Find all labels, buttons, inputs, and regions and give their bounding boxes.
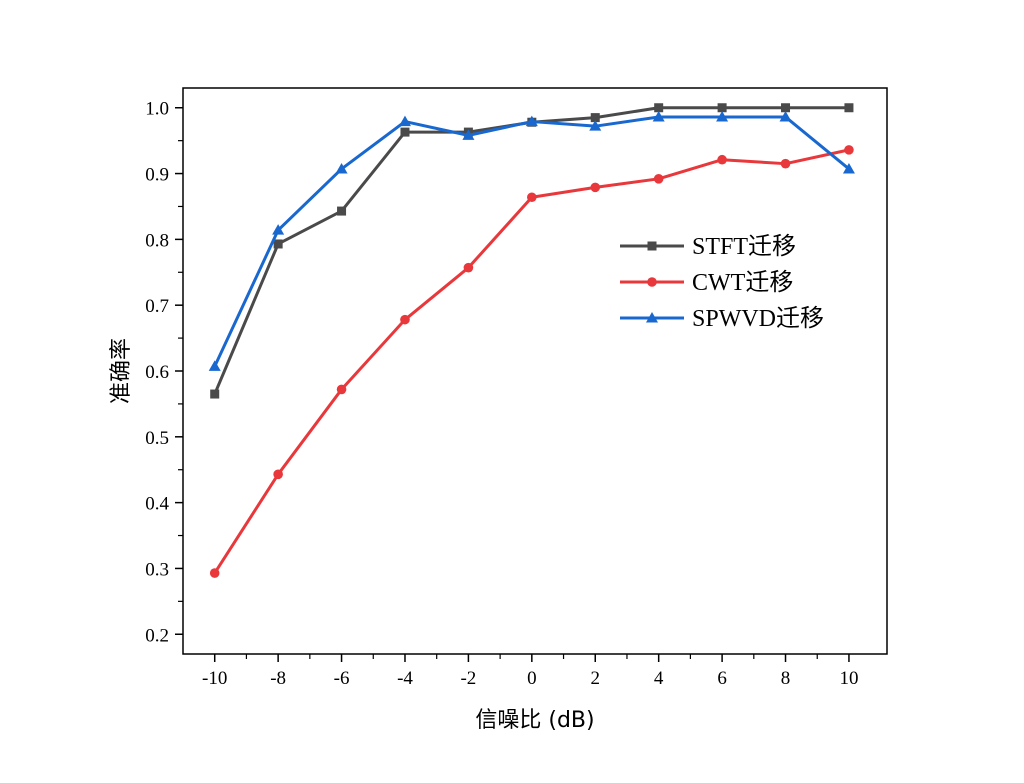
y-axis: 0.2 0.3 0.4 0.5 0.6 0.7 0.8 0.9 1.0 [145,99,183,646]
data-point [653,174,664,184]
data-point [208,360,221,371]
data-point [400,127,410,137]
x-tick-label: 4 [654,668,664,689]
series-2 [208,110,855,371]
legend-label: SPWVD迁移 [692,305,824,332]
y-axis-title: 准确率 [109,338,134,404]
data-point [781,103,791,113]
data-point [273,469,283,480]
legend-item: CWT迁移 [620,269,793,296]
x-tick-label: -10 [202,668,227,689]
series-layer [208,103,855,578]
data-point [272,224,285,235]
data-point [780,158,791,169]
x-axis: -10 -8 -6 -4 -2 0 2 4 6 8 10 [202,654,858,689]
y-tick-label: 0.5 [145,428,169,449]
y-tick-label: 0.2 [145,625,169,646]
x-axis-title: 信噪比 (dB) [475,708,594,733]
data-point [654,103,664,113]
x-tick-label: 6 [717,668,727,689]
x-tick-label: -4 [397,668,413,689]
data-point [273,239,283,249]
data-point [652,110,665,122]
data-point [337,206,347,216]
y-tick-label: 1.0 [145,99,169,120]
y-tick-label: 0.4 [145,494,169,515]
y-tick-label: 0.8 [145,230,169,251]
data-point [717,154,727,165]
data-point [462,129,475,140]
legend-item: SPWVD迁移 [620,305,824,332]
data-point [590,113,600,123]
data-point [590,182,601,193]
data-point [589,120,602,131]
data-point [844,103,854,113]
legend-marker [647,277,657,287]
data-point [463,262,474,273]
x-tick-label: -8 [270,668,286,689]
data-point [527,192,537,203]
plot-frame [182,87,888,655]
data-point [779,110,792,122]
x-tick-label: 10 [839,668,858,689]
x-tick-label: 0 [527,668,537,689]
x-tick-label: 8 [781,668,791,689]
y-tick-label: 0.6 [145,362,169,383]
y-tick-label: 0.3 [145,559,169,580]
data-point [842,162,855,174]
legend-label: CWT迁移 [692,269,793,296]
y-tick-label: 0.9 [145,165,169,186]
legend-label: STFT迁移 [692,233,796,260]
x-tick-label: -2 [460,668,476,689]
series-line [213,148,850,574]
legend: STFT迁移 CWT迁移 SPWVD迁移 [620,233,824,332]
data-point [717,103,727,113]
legend-marker [646,312,658,323]
data-point [335,162,348,174]
legend-item: STFT迁移 [620,233,796,260]
data-point [716,110,729,122]
data-point [336,384,347,395]
data-point [398,115,411,127]
data-point [400,314,410,325]
data-point [210,389,220,399]
x-tick-label: -6 [334,668,350,689]
series-1 [209,145,854,578]
x-tick-label: 2 [591,668,601,689]
data-point [844,145,854,155]
data-point [525,115,538,127]
data-point [209,568,220,578]
legend-marker [647,241,657,251]
y-tick-label: 0.7 [145,296,169,317]
